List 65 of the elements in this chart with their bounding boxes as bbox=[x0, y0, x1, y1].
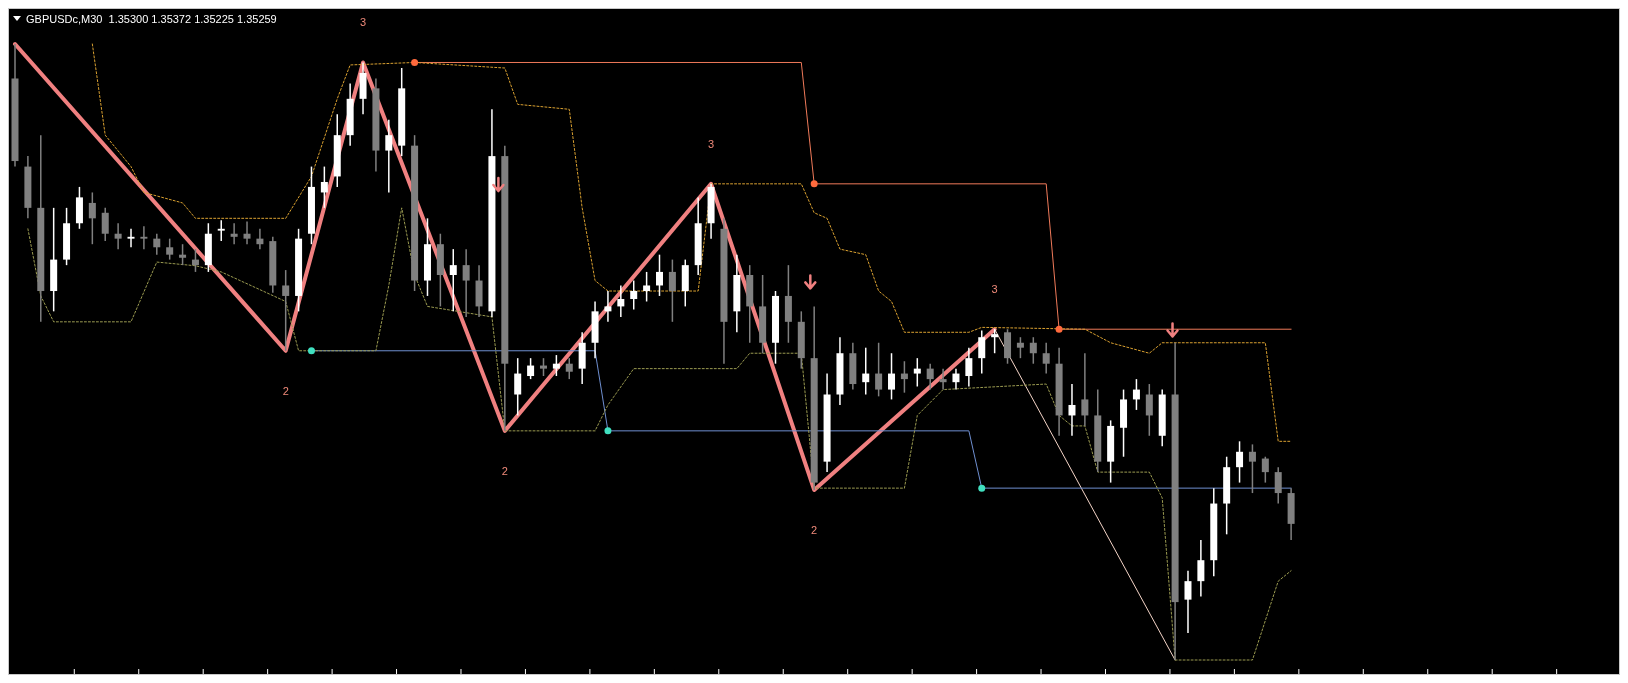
point bbox=[1055, 325, 1063, 333]
candlestick bbox=[166, 237, 174, 261]
candlestick bbox=[1197, 539, 1205, 598]
candlestick bbox=[114, 222, 122, 250]
point bbox=[810, 180, 818, 188]
annotation: 3 bbox=[708, 137, 715, 150]
candlestick bbox=[991, 328, 999, 354]
annotation: 2 bbox=[501, 464, 508, 477]
candlestick bbox=[179, 243, 187, 266]
candlestick bbox=[888, 352, 896, 401]
candlestick bbox=[127, 228, 135, 249]
candlestick bbox=[282, 269, 290, 352]
candlestick bbox=[978, 329, 986, 375]
candlestick bbox=[913, 357, 921, 388]
candlestick bbox=[965, 346, 973, 388]
candlestick bbox=[1029, 336, 1037, 365]
candlestick bbox=[939, 367, 947, 391]
candlestick bbox=[449, 248, 457, 313]
candlestick bbox=[153, 232, 161, 256]
annotation: 2 bbox=[811, 523, 818, 536]
candlestick bbox=[552, 354, 560, 377]
candlestick bbox=[875, 342, 883, 398]
candlestick bbox=[385, 119, 393, 194]
candlestick bbox=[1236, 440, 1244, 484]
candlestick bbox=[643, 271, 651, 303]
candlestick bbox=[1016, 336, 1024, 359]
candlestick bbox=[243, 220, 251, 245]
candlestick bbox=[1132, 378, 1140, 411]
candlestick bbox=[565, 357, 573, 380]
point bbox=[307, 347, 315, 355]
candlestick bbox=[1184, 569, 1192, 634]
candlestick bbox=[1274, 466, 1282, 505]
candlestick bbox=[862, 346, 870, 396]
candlestick bbox=[230, 222, 238, 245]
candlestick bbox=[514, 357, 522, 417]
candlestick bbox=[1068, 383, 1076, 437]
candlestick bbox=[527, 357, 535, 380]
candlestick bbox=[668, 258, 676, 323]
candlestick bbox=[88, 191, 96, 245]
candlestick bbox=[101, 207, 109, 242]
candlestick bbox=[256, 228, 264, 250]
candlestick bbox=[952, 367, 960, 391]
candlestick bbox=[1145, 383, 1153, 437]
candlestick bbox=[604, 290, 612, 323]
candlestick bbox=[320, 165, 328, 209]
candlestick bbox=[900, 360, 908, 394]
candlestick bbox=[1042, 342, 1050, 375]
candlestick bbox=[462, 248, 470, 318]
text: 3 bbox=[359, 16, 367, 29]
candlestick bbox=[630, 279, 638, 311]
annotation: 2 bbox=[282, 384, 289, 397]
candlestick bbox=[1261, 455, 1269, 484]
candlestick bbox=[617, 284, 625, 318]
candlestick bbox=[191, 248, 199, 273]
candlestick bbox=[1248, 443, 1256, 494]
candlestick bbox=[217, 219, 225, 242]
candlestick bbox=[656, 253, 663, 297]
candlestick bbox=[140, 225, 148, 250]
point bbox=[978, 484, 986, 492]
point bbox=[411, 58, 419, 66]
point bbox=[604, 427, 612, 435]
candlestick bbox=[1081, 352, 1089, 427]
candlestick bbox=[926, 362, 934, 391]
chart-title: GBPUSDc,M30 1.35300 1.35372 1.35225 1.35259 bbox=[26, 13, 277, 25]
annotation: 3 bbox=[991, 283, 998, 296]
